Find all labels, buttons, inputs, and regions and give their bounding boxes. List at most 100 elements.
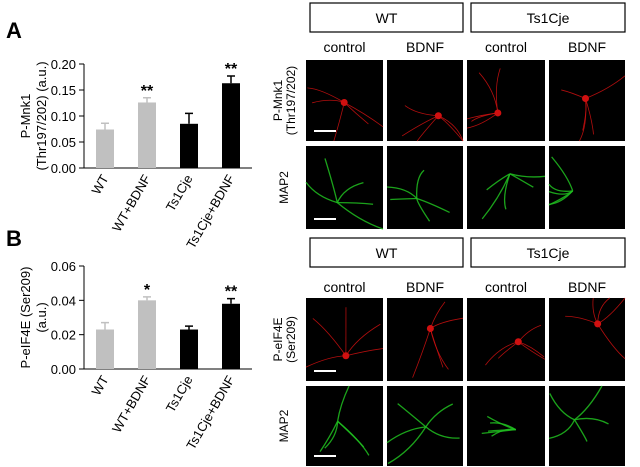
neurite <box>573 419 588 442</box>
panel-label: B <box>6 226 22 251</box>
x-tick-label: Ts1Cje <box>163 373 196 415</box>
neurite <box>319 420 339 453</box>
neurite <box>416 198 431 222</box>
y-tick-label: 0.04 <box>51 293 76 308</box>
error-bar <box>143 296 151 301</box>
micrograph <box>387 60 463 141</box>
neurite <box>478 72 499 113</box>
column-label: BDNF <box>406 279 444 295</box>
y-tick-label: 0.02 <box>51 328 76 343</box>
neurite <box>491 428 516 437</box>
neurite <box>336 181 364 203</box>
neurite <box>585 98 594 135</box>
neurite <box>390 197 417 201</box>
neurite <box>585 75 626 99</box>
significance: ** <box>141 83 154 100</box>
neurite <box>324 158 338 203</box>
neurite <box>305 181 338 204</box>
group-box <box>470 237 626 268</box>
column-label: control <box>485 279 527 295</box>
soma <box>426 324 434 332</box>
bar <box>222 83 240 168</box>
micrograph <box>306 146 383 229</box>
y-tick-label: 0.06 <box>51 259 76 274</box>
neurite <box>345 348 384 357</box>
significance: ** <box>225 284 238 301</box>
y-tick-label: 0.05 <box>51 135 76 150</box>
bar <box>180 329 198 369</box>
group-box <box>470 2 626 33</box>
neurite <box>548 190 574 195</box>
soma <box>594 320 602 328</box>
neurite <box>387 426 427 465</box>
neurite <box>549 393 575 421</box>
neurite <box>386 426 426 444</box>
y-tick-label: 0.20 <box>51 57 76 72</box>
micrograph <box>549 386 625 466</box>
group-label: WT <box>376 245 398 261</box>
group-box <box>309 237 464 268</box>
neurite <box>574 385 603 421</box>
neurite <box>412 328 431 378</box>
row-label: MAP2 <box>277 409 291 442</box>
row-label: MAP2 <box>277 171 291 204</box>
neurite <box>312 318 347 356</box>
soma <box>340 98 348 106</box>
micrograph <box>467 60 545 141</box>
neurite <box>551 156 574 192</box>
soma <box>434 112 442 120</box>
neurite <box>574 417 609 425</box>
neurite <box>509 173 546 178</box>
neurite <box>337 202 374 205</box>
neurite <box>429 328 449 370</box>
error-bar <box>101 122 109 130</box>
bar <box>96 129 114 168</box>
bar <box>96 329 114 369</box>
group-label: WT <box>376 10 398 26</box>
neurite <box>503 173 511 210</box>
micrograph <box>467 298 545 381</box>
error-bar <box>143 97 151 103</box>
neurite <box>416 197 450 214</box>
group-box <box>309 2 464 33</box>
y-tick-label: 0.15 <box>51 83 76 98</box>
error-bar <box>185 325 193 330</box>
neurite <box>337 420 365 448</box>
neurite <box>416 169 425 199</box>
micrograph <box>549 146 625 229</box>
soma <box>494 109 502 117</box>
group-label: Ts1Cje <box>527 245 570 261</box>
neurite <box>324 421 339 449</box>
soma <box>582 95 590 103</box>
error-bar <box>227 297 235 304</box>
error-bar <box>227 75 235 84</box>
soma <box>342 352 350 360</box>
neurite <box>336 202 384 230</box>
y-axis-label: P-Mnk1 <box>18 94 33 139</box>
column-label: BDNF <box>568 39 606 55</box>
bar <box>222 303 240 369</box>
neurite <box>597 323 626 360</box>
row-label: P-Mnk1 <box>271 80 285 122</box>
neurite <box>345 323 381 356</box>
column-label: control <box>323 39 365 55</box>
neurite <box>416 115 439 142</box>
row-label: (Thr197/202) <box>284 66 298 135</box>
column-label: control <box>323 279 365 295</box>
neurite <box>336 385 350 422</box>
neurite <box>486 173 511 191</box>
neurite <box>579 98 587 142</box>
significance: ** <box>225 61 238 78</box>
x-tick-label: Ts1Cje <box>163 172 196 214</box>
error-bar <box>101 321 109 330</box>
row-label: (Ser209) <box>284 316 298 363</box>
neurite <box>386 186 418 199</box>
y-axis-label: (a.u.) <box>34 302 49 332</box>
neurite <box>548 183 573 192</box>
neurite <box>425 426 460 439</box>
micrograph <box>306 386 383 466</box>
x-tick-label: WT <box>88 373 111 398</box>
y-tick-label: 0.10 <box>51 109 76 124</box>
neurite <box>397 403 427 428</box>
